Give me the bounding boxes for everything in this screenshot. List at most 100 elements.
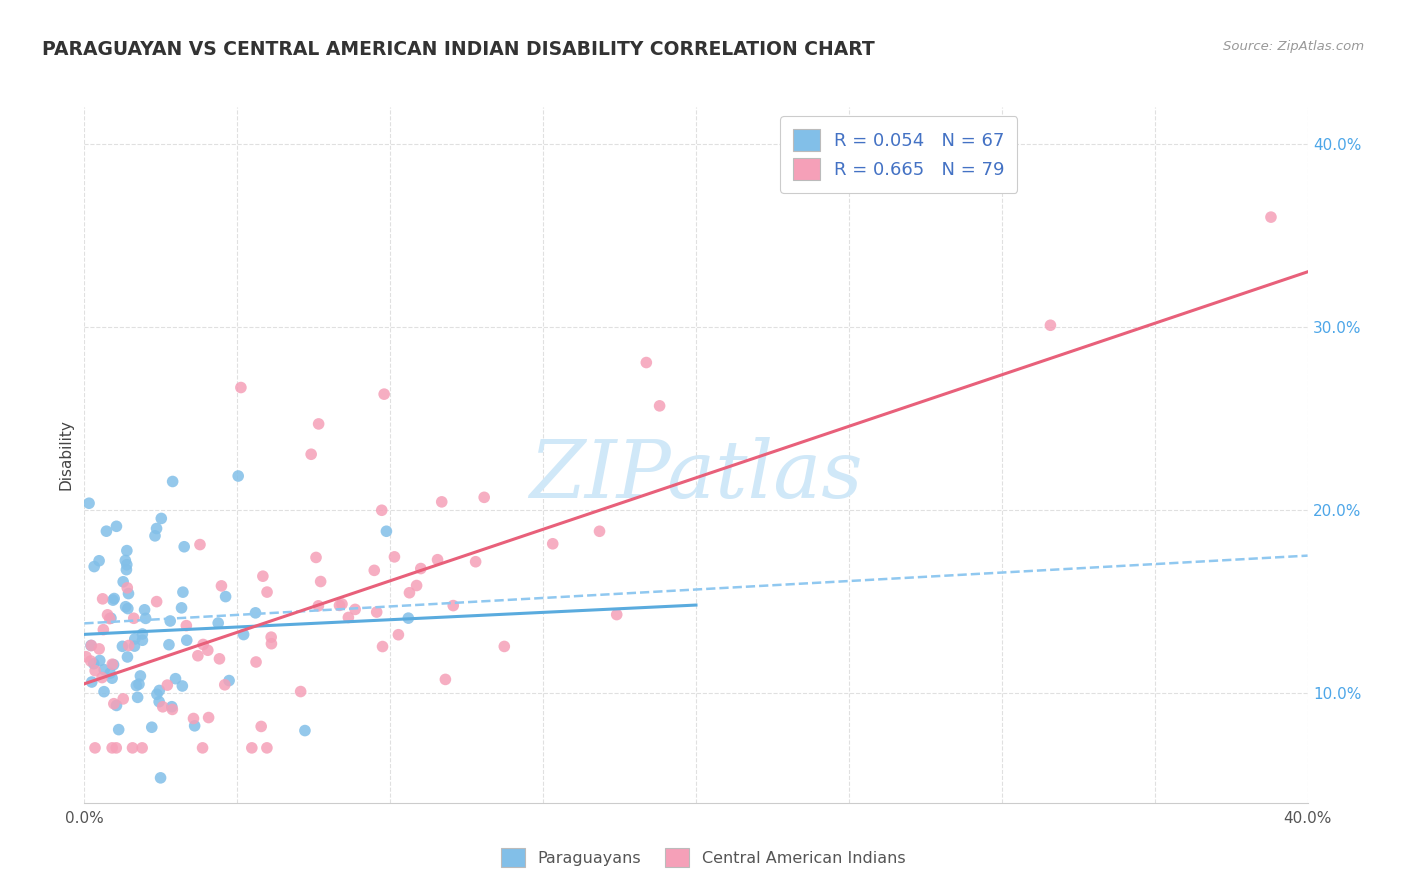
Point	[117, 601, 139, 615]
Point	[197, 710, 219, 724]
Point	[103, 697, 125, 711]
Point	[245, 606, 267, 620]
Point	[434, 673, 457, 687]
Point	[117, 586, 139, 600]
Point	[149, 771, 172, 785]
Point	[83, 559, 105, 574]
Point	[80, 639, 103, 653]
Point	[98, 666, 121, 681]
Point	[256, 585, 278, 599]
Point	[387, 628, 409, 642]
Point	[135, 611, 157, 625]
Point	[84, 664, 107, 678]
Point	[218, 673, 240, 688]
Point	[240, 740, 263, 755]
Point	[290, 684, 312, 698]
Point	[366, 605, 388, 619]
Point	[606, 607, 628, 622]
Point	[93, 623, 115, 637]
Point	[160, 699, 183, 714]
Point	[80, 675, 103, 690]
Point	[371, 503, 394, 517]
Text: Source: ZipAtlas.com: Source: ZipAtlas.com	[1223, 40, 1364, 54]
Point	[112, 692, 135, 706]
Point	[363, 563, 385, 577]
Point	[183, 711, 205, 725]
Point	[226, 469, 249, 483]
Point	[131, 633, 153, 648]
Point	[1260, 210, 1282, 224]
Point	[183, 719, 205, 733]
Point	[91, 671, 114, 685]
Point	[541, 537, 564, 551]
Point	[128, 677, 150, 691]
Point	[330, 597, 353, 611]
Point	[197, 643, 219, 657]
Text: ZIPatlas: ZIPatlas	[529, 437, 863, 515]
Point	[176, 618, 198, 632]
Point	[396, 611, 419, 625]
Point	[648, 399, 671, 413]
Point	[107, 723, 129, 737]
Point	[260, 630, 283, 644]
Point	[103, 591, 125, 606]
Point	[384, 549, 406, 564]
Point	[93, 684, 115, 698]
Point	[209, 579, 232, 593]
Point	[294, 723, 316, 738]
Point	[208, 652, 231, 666]
Point	[328, 599, 350, 613]
Point	[191, 637, 214, 651]
Point	[115, 563, 138, 577]
Point	[172, 679, 194, 693]
Point	[191, 740, 214, 755]
Point	[98, 611, 121, 625]
Point	[157, 638, 180, 652]
Point	[83, 657, 105, 671]
Point	[398, 586, 420, 600]
Point	[96, 607, 118, 622]
Point	[375, 524, 398, 539]
Point	[232, 627, 254, 641]
Point	[214, 678, 236, 692]
Point	[125, 679, 148, 693]
Point	[245, 655, 267, 669]
Point	[105, 698, 128, 713]
Point	[162, 702, 184, 716]
Text: PARAGUAYAN VS CENTRAL AMERICAN INDIAN DISABILITY CORRELATION CHART: PARAGUAYAN VS CENTRAL AMERICAN INDIAN DI…	[42, 40, 875, 59]
Point	[187, 648, 209, 663]
Point	[337, 610, 360, 624]
Point	[118, 639, 141, 653]
Point	[101, 593, 124, 607]
Point	[156, 678, 179, 692]
Legend: R = 0.054   N = 67, R = 0.665   N = 79: R = 0.054 N = 67, R = 0.665 N = 79	[780, 116, 1017, 193]
Point	[93, 663, 115, 677]
Point	[80, 639, 103, 653]
Point	[80, 654, 103, 668]
Point	[112, 574, 135, 589]
Point	[373, 387, 395, 401]
Point	[124, 632, 146, 646]
Point	[588, 524, 610, 539]
Point	[77, 496, 100, 510]
Point	[260, 637, 283, 651]
Point	[252, 569, 274, 583]
Point	[89, 641, 111, 656]
Point	[344, 602, 367, 616]
Point	[129, 669, 152, 683]
Point	[405, 578, 427, 592]
Point	[96, 524, 118, 539]
Point	[426, 552, 449, 566]
Point	[141, 720, 163, 734]
Point	[150, 511, 173, 525]
Point	[256, 740, 278, 755]
Point	[176, 633, 198, 648]
Point	[91, 591, 114, 606]
Point	[1039, 318, 1062, 333]
Point	[114, 553, 136, 567]
Point	[103, 657, 125, 672]
Point	[172, 585, 194, 599]
Point	[89, 653, 111, 667]
Point	[148, 683, 170, 698]
Point	[105, 740, 128, 755]
